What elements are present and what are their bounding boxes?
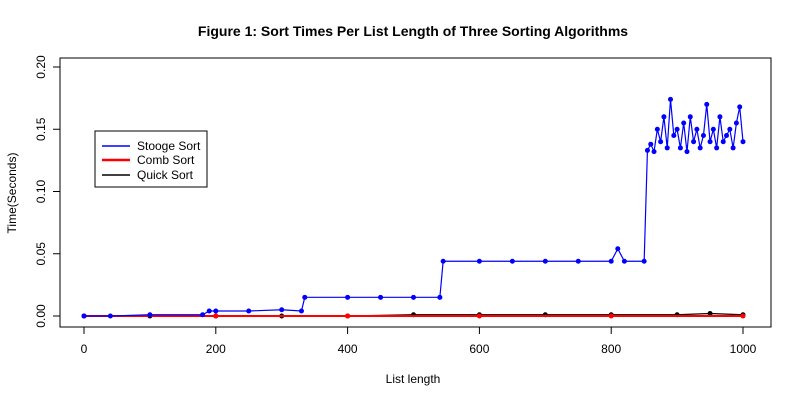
x-tick-label: 1000 [730,342,757,356]
data-point [694,126,700,132]
data-point [621,258,627,264]
data-point [733,120,739,126]
data-point [737,104,743,110]
data-point [687,114,693,120]
y-tick-label: 0.05 [34,242,48,266]
data-point [608,313,614,319]
legend-label-stooge: Stooge Sort [137,139,201,153]
data-point [378,294,384,300]
y-tick-label: 0.10 [34,179,48,203]
plot-frame [59,57,772,328]
x-tick-label: 200 [206,342,226,356]
data-point [697,145,703,151]
data-point [608,258,614,264]
data-point [681,120,687,126]
y-axis-label: Time(Seconds) [5,153,19,234]
x-tick-label: 400 [338,342,358,356]
x-axis: 0 200 400 600 800 1000 [81,326,757,356]
y-tick-label: 0.00 [34,304,48,328]
data-point [724,132,730,138]
data-point [509,258,515,264]
data-point [641,258,647,264]
data-point [664,145,670,151]
series-layer [81,96,746,319]
data-point [542,258,548,264]
x-tick-label: 600 [469,342,489,356]
legend-label-quick: Quick Sort [137,168,194,182]
x-tick-label: 0 [81,342,88,356]
x-axis-label: List length [386,372,441,386]
y-tick-label: 0.20 [34,55,48,79]
data-point [730,145,736,151]
data-point [476,258,482,264]
data-point [345,294,351,300]
data-point [651,149,657,155]
data-point [658,139,664,145]
data-point [147,312,153,318]
data-point [213,308,219,314]
data-point [661,114,667,120]
data-point [206,308,212,314]
data-point [720,139,726,145]
data-point [437,294,443,300]
data-point [302,294,308,300]
data-point [654,126,660,132]
data-point [648,141,654,147]
y-axis: 0.00 0.05 0.10 0.15 0.20 [34,55,61,328]
data-point [684,149,690,155]
data-point [81,313,87,319]
data-point [677,145,683,151]
chart-title: Figure 1: Sort Times Per List Length of … [198,23,628,39]
data-point [674,126,680,132]
data-point [668,96,674,102]
data-point [575,258,581,264]
data-point [707,311,713,317]
data-point [691,139,697,145]
data-point [714,145,720,151]
data-point [717,114,723,120]
data-point [700,132,706,138]
data-point [246,308,252,314]
data-point [740,139,746,145]
data-point [615,246,621,252]
data-point [671,132,677,138]
data-point [710,126,716,132]
data-point [476,313,482,319]
data-point [704,101,710,107]
data-point [440,258,446,264]
data-point [727,126,733,132]
legend-label-comb: Comb Sort [137,153,195,167]
data-point [644,147,650,153]
data-point [740,313,746,319]
data-point [200,312,206,318]
data-point [107,313,113,319]
data-point [707,139,713,145]
data-point [213,313,219,319]
data-point [345,313,351,319]
data-point [411,294,416,300]
data-point [279,307,285,313]
x-tick-label: 800 [601,342,621,356]
y-tick-label: 0.15 [34,117,48,141]
series-stooge-sort [81,96,746,319]
legend: Stooge Sort Comb Sort Quick Sort [94,130,208,188]
data-point [298,308,304,314]
